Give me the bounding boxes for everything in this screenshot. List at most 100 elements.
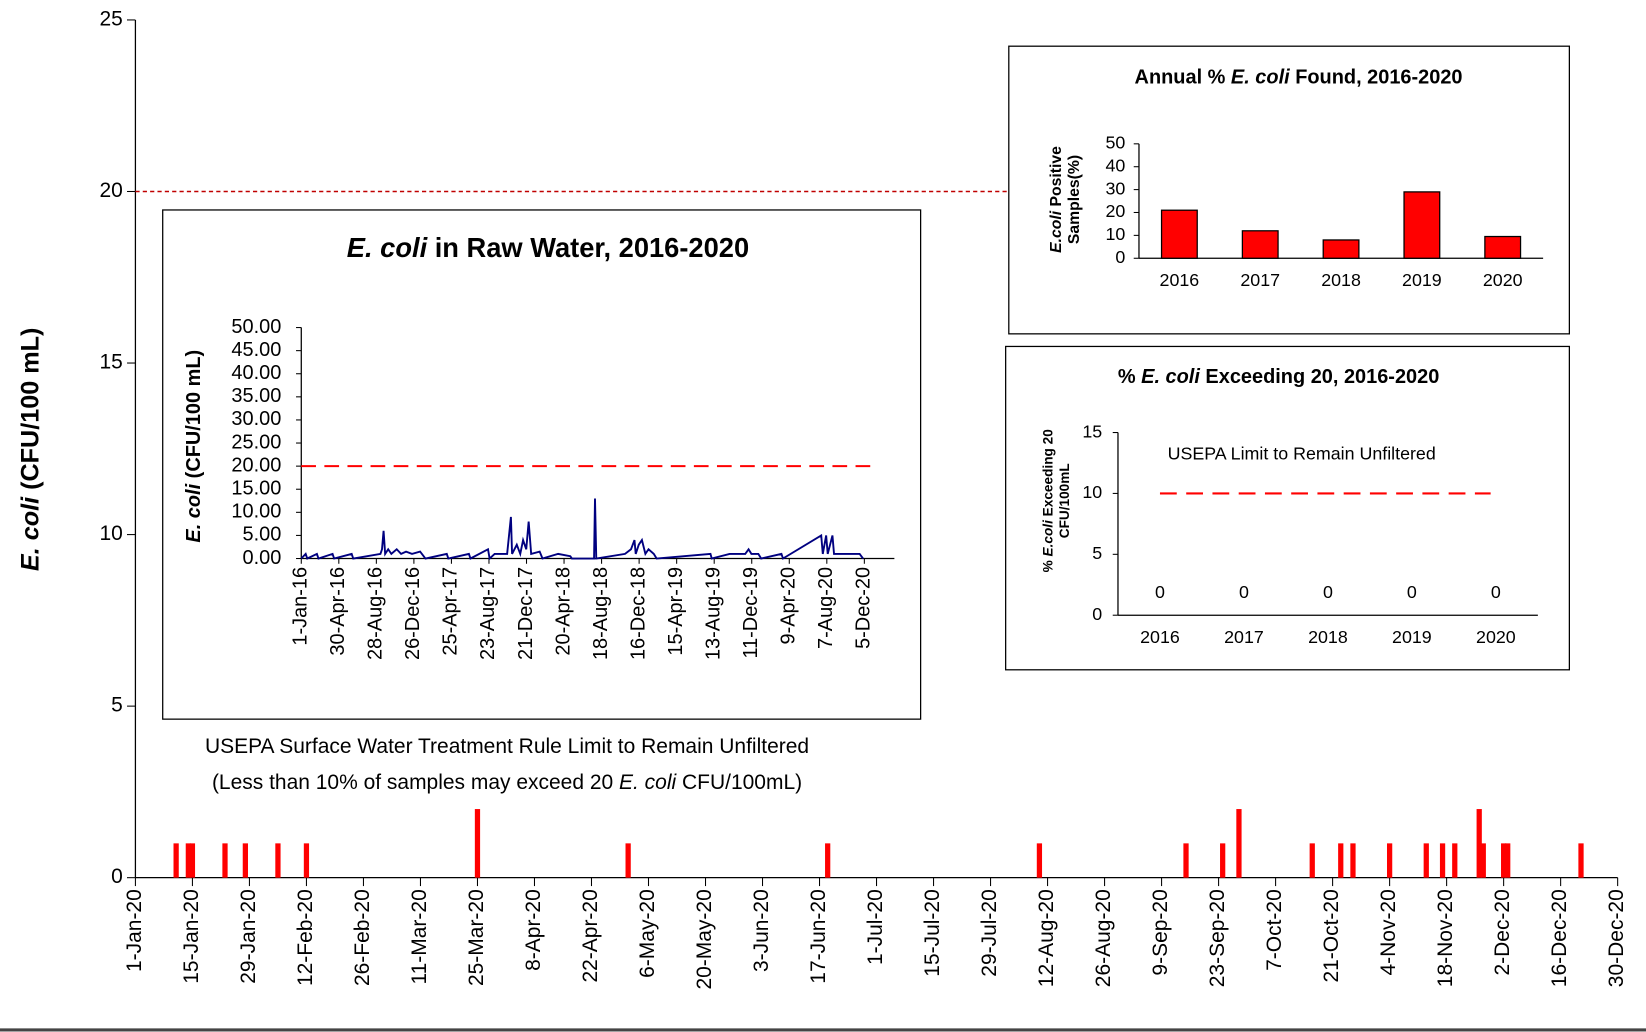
bar <box>1505 843 1511 878</box>
x-tick-label: 17-Jun-20 <box>807 889 830 984</box>
bar <box>1309 843 1315 878</box>
annotation: USEPA Surface Water Treatment Rule Limit… <box>205 735 809 758</box>
y-tick-label: 5 <box>111 694 123 717</box>
y-tick-label: 0 <box>1092 604 1102 624</box>
bar <box>1322 239 1360 259</box>
x-tick-label: 5-Dec-20 <box>853 567 875 649</box>
x-tick-label: 30-Dec-20 <box>1605 889 1628 987</box>
y-tick-label: 30 <box>1105 178 1125 198</box>
bar <box>275 843 281 878</box>
bar <box>1480 843 1486 878</box>
y-tick-label: 5 <box>1092 543 1102 563</box>
annotation: (Less than 10% of samples may exceed 20 … <box>212 771 802 794</box>
bar <box>1578 843 1584 878</box>
x-tick-label: 23-Sep-20 <box>1206 889 1229 987</box>
annual-found-chart: Annual % E. coli Found, 2016-2020 E.coli… <box>1048 67 1544 290</box>
bar <box>1183 843 1189 878</box>
y-tick-label: 10 <box>1105 224 1125 244</box>
x-tick-label: 11-Mar-20 <box>408 889 431 984</box>
x-tick-label: 11-Dec-19 <box>740 567 762 659</box>
x-tick-label: 1-Jul-20 <box>864 889 887 965</box>
x-tick-label: 25-Apr-17 <box>440 567 462 656</box>
x-tick-label: 15-Jul-20 <box>921 889 944 976</box>
y-axis-label: E. coli (CFU/100 mL) <box>184 350 206 543</box>
x-tick-label: 1-Jan-20 <box>123 889 146 972</box>
x-tick-label: 21-Dec-17 <box>515 567 537 660</box>
x-tick-label: 15-Apr-19 <box>665 567 687 656</box>
y-tick-label: 0.00 <box>243 547 282 569</box>
x-tick-label: 26-Dec-16 <box>402 567 424 660</box>
x-tick-label: 6-May-20 <box>636 889 659 978</box>
x-tick-label: 3-Jun-20 <box>750 889 773 972</box>
x-tick-label: 16-Dec-18 <box>627 567 649 660</box>
y-tick-label: 40 <box>1105 155 1125 175</box>
y-tick-label: 0 <box>111 865 123 888</box>
chart-title: % E. coli Exceeding 20, 2016-2020 <box>1118 366 1439 388</box>
bar <box>625 843 631 878</box>
main-chart: E. coli (CFU/100 mL) USEPA Surface Water… <box>16 7 1628 989</box>
x-tick-label: 21-Oct-20 <box>1320 889 1343 982</box>
bar <box>222 843 228 878</box>
y-tick-label: 15 <box>1082 421 1102 441</box>
x-tick-label: 29-Jul-20 <box>978 889 1001 976</box>
x-tick-label: 9-Apr-20 <box>778 567 800 645</box>
y-tick-label: 45.00 <box>231 339 281 361</box>
x-tick-label: 26-Aug-20 <box>1092 889 1115 987</box>
y-axis-label: E. coli (CFU/100 mL) <box>16 328 44 572</box>
data-label: 0 <box>1491 582 1501 602</box>
bar <box>242 843 248 878</box>
x-tick-label: 29-Jan-20 <box>237 889 260 984</box>
exceeding-chart: % E. coli Exceeding 20, 2016-2020 % E.co… <box>1040 366 1538 647</box>
raw-water-chart: E. coli in Raw Water, 2016-2020 E. coli … <box>184 232 895 660</box>
y-tick-label: 15.00 <box>231 477 281 499</box>
bar <box>1439 843 1446 878</box>
x-tick-label: 23-Aug-17 <box>477 567 499 660</box>
x-tick-label: 15-Jan-20 <box>180 889 203 984</box>
x-tick-label: 18-Aug-18 <box>590 567 612 660</box>
inset-frame <box>162 209 922 720</box>
x-tick-label: 2018 <box>1308 627 1348 647</box>
x-tick-label: 13-Aug-19 <box>702 567 724 660</box>
chart-title: E. coli in Raw Water, 2016-2020 <box>347 232 749 263</box>
bar <box>303 843 310 878</box>
x-tick-label: 4-Nov-20 <box>1377 889 1400 975</box>
bar <box>1386 843 1393 878</box>
x-tick-label: 16-Dec-20 <box>1548 889 1571 987</box>
y-tick-label: 15 <box>99 351 122 374</box>
y-tick-label: 20 <box>99 179 122 202</box>
annotation: USEPA Limit to Remain Unfiltered <box>1168 443 1436 463</box>
x-tick-label: 18-Nov-20 <box>1434 889 1457 987</box>
y-axis-label: E.coli Positive <box>1048 146 1065 253</box>
x-tick-label: 1-Jan-16 <box>290 567 312 646</box>
x-tick-label: 2-Dec-20 <box>1491 889 1514 975</box>
data-label: 0 <box>1239 582 1249 602</box>
y-tick-label: 10 <box>99 522 122 545</box>
data-label: 0 <box>1155 582 1165 602</box>
bar <box>825 843 831 878</box>
y-tick-label: 0 <box>1115 247 1125 267</box>
x-tick-label: 12-Aug-20 <box>1035 889 1058 987</box>
y-axis-label: CFU/100mL <box>1057 463 1072 538</box>
y-tick-label: 30.00 <box>231 408 281 430</box>
bar <box>173 843 179 878</box>
bar <box>1241 230 1279 259</box>
y-tick-label: 5.00 <box>243 524 282 546</box>
x-tick-label: 8-Apr-20 <box>522 889 545 971</box>
x-tick-label: 7-Oct-20 <box>1263 889 1286 971</box>
x-tick-label: 7-Aug-20 <box>815 567 837 649</box>
y-tick-label: 20.00 <box>231 454 281 476</box>
bar <box>1036 843 1043 878</box>
inset-frame <box>1005 345 1570 671</box>
bar <box>1350 843 1356 878</box>
data-label: 0 <box>1323 582 1333 602</box>
y-tick-label: 50.00 <box>231 316 281 338</box>
bar <box>1236 809 1242 878</box>
bar <box>1403 191 1441 259</box>
y-tick-label: 10.00 <box>231 501 281 523</box>
bar <box>1220 843 1226 878</box>
bar <box>1452 843 1458 878</box>
x-tick-label: 2017 <box>1240 270 1280 290</box>
bar <box>1338 843 1344 878</box>
x-tick-label: 30-Apr-16 <box>327 567 349 656</box>
